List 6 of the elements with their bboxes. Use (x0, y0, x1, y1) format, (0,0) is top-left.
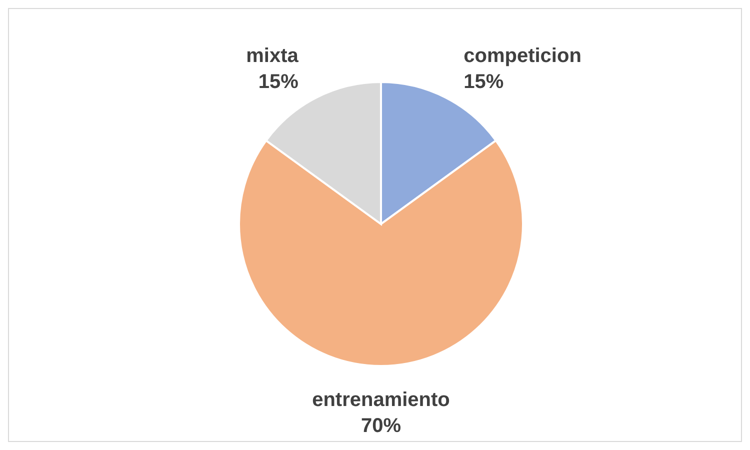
data-label: 70% (360, 415, 402, 437)
slice-label: mixta (246, 44, 300, 67)
slice-label: entrenamiento (312, 389, 450, 411)
data-label: 15% (258, 70, 299, 93)
data-label: 15% (464, 70, 504, 93)
slice-label: competicion (464, 44, 582, 67)
